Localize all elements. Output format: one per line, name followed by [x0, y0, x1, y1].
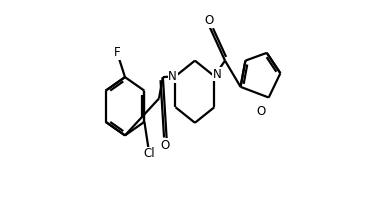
Text: O: O: [205, 14, 214, 27]
Text: Cl: Cl: [144, 147, 155, 160]
Text: N: N: [168, 70, 177, 83]
Text: O: O: [257, 105, 266, 118]
Text: N: N: [213, 68, 222, 81]
Text: F: F: [114, 46, 121, 59]
Text: O: O: [160, 139, 169, 152]
